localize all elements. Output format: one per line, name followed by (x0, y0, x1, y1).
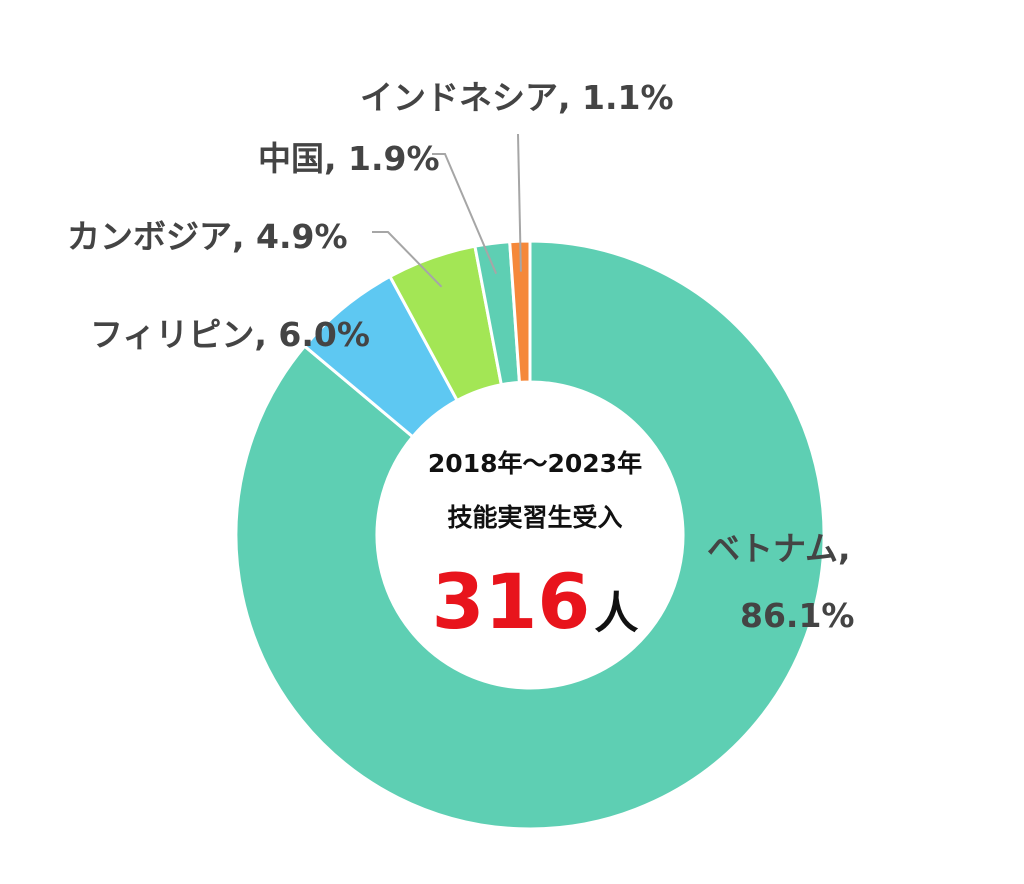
center-caption: 技能実習生受入 (447, 503, 622, 532)
center-period: 2018年～2023年 (428, 449, 642, 478)
slice-indonesia (508, 239, 532, 384)
center-total-unit: 人 (594, 588, 638, 639)
slice-label-indonesia: インドネシア, 1.1% (360, 78, 674, 117)
center-total: 316人 (432, 557, 639, 646)
leader-line-cambodia (372, 231, 443, 288)
donut-slices (234, 239, 826, 831)
leader-line-china (432, 153, 498, 275)
slice-vietnam (234, 239, 826, 831)
leader-line-indonesia (517, 133, 522, 272)
slice-label-vietnam-value: 86.1% (740, 596, 855, 635)
slice-label-philippines: フィリピン, 6.0% (90, 315, 370, 354)
center-total-number: 316 (432, 557, 591, 646)
slice-label-china: 中国, 1.9% (258, 139, 440, 178)
leader-lines (372, 133, 522, 288)
slice-label-vietnam-name: ベトナム, (707, 529, 851, 568)
slice-label-cambodia: カンボジア, 4.9% (67, 217, 348, 256)
